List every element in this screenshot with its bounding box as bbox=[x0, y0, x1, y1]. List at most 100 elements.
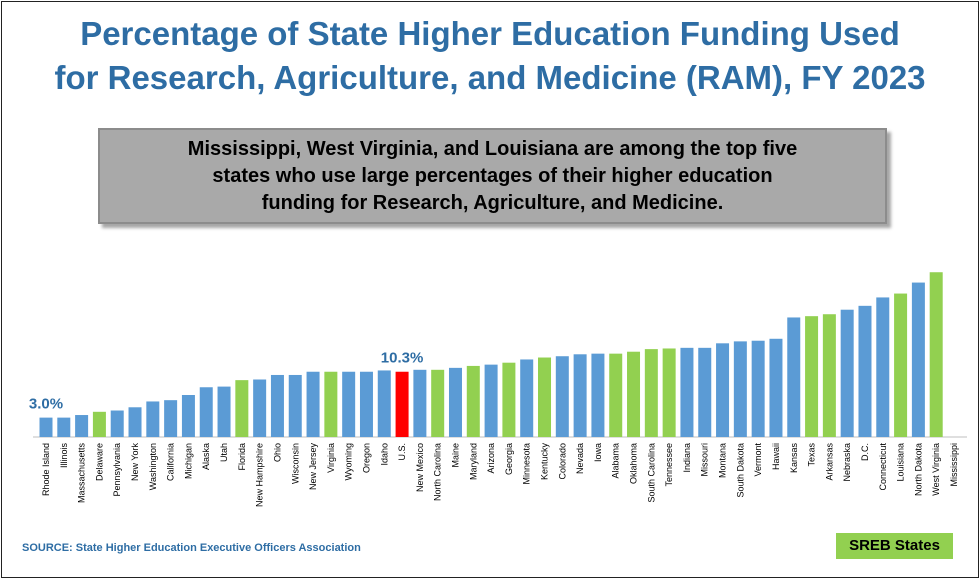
bar-texas bbox=[805, 316, 819, 437]
bar-maryland bbox=[466, 365, 480, 437]
x-tick-label: Massachusetts bbox=[77, 443, 87, 504]
x-tick-label: North Carolina bbox=[433, 443, 443, 501]
bar-north-carolina bbox=[431, 369, 445, 437]
x-tick-label: Delaware bbox=[94, 443, 104, 481]
bar-kentucky bbox=[538, 357, 552, 437]
x-tick-label: Florida bbox=[237, 443, 247, 471]
x-tick-label: New Hampshire bbox=[255, 443, 265, 507]
x-tick-label: New Jersey bbox=[308, 443, 318, 491]
x-tick-label: Vermont bbox=[753, 443, 763, 477]
bar-indiana bbox=[680, 347, 694, 437]
x-tick-label: Oklahoma bbox=[629, 443, 639, 484]
bar-georgia bbox=[502, 362, 516, 437]
bar-alaska bbox=[199, 387, 213, 437]
bar-west-virginia bbox=[929, 272, 943, 437]
bar-utah bbox=[217, 386, 231, 437]
bar-illinois bbox=[57, 417, 71, 437]
bar-delaware bbox=[92, 411, 106, 437]
bar-rhode-island bbox=[39, 417, 53, 437]
x-tick-label: Illinois bbox=[59, 443, 69, 469]
x-tick-label: Hawaii bbox=[771, 443, 781, 470]
bar-new-jersey bbox=[306, 371, 320, 437]
x-tick-label: Michigan bbox=[183, 443, 193, 479]
x-tick-label: Louisiana bbox=[896, 443, 906, 482]
x-tick-label: Tennessee bbox=[664, 443, 674, 487]
x-tick-label: Pennsylvania bbox=[112, 443, 122, 497]
bar-pennsylvania bbox=[110, 410, 124, 437]
x-tick-label: Alaska bbox=[201, 443, 211, 470]
x-tick-label: West Virginia bbox=[931, 443, 941, 496]
bar-nebraska bbox=[840, 309, 854, 437]
x-tick-label: Rhode Island bbox=[41, 443, 51, 496]
x-tick-label: South Dakota bbox=[735, 443, 745, 498]
data-label: 10.3% bbox=[381, 350, 424, 367]
bar-tennessee bbox=[662, 348, 676, 437]
bar-d-c- bbox=[858, 305, 872, 437]
bar-california bbox=[164, 400, 178, 437]
bar-arkansas bbox=[822, 314, 836, 437]
x-tick-label: Mississippi bbox=[949, 443, 959, 487]
x-tick-label: Iowa bbox=[593, 443, 603, 462]
x-tick-label: Montana bbox=[718, 443, 728, 478]
x-tick-label: North Dakota bbox=[913, 443, 923, 496]
data-label: 3.0% bbox=[29, 396, 63, 413]
x-tick-label: Maryland bbox=[468, 443, 478, 480]
data-label: 25.5% bbox=[933, 0, 976, 4]
bar-north-dakota bbox=[911, 282, 925, 437]
bar-new-york bbox=[128, 407, 142, 437]
bar-vermont bbox=[751, 340, 765, 437]
x-tick-label: Kentucky bbox=[540, 443, 550, 481]
x-tick-label: New York bbox=[130, 443, 140, 482]
x-tick-label: California bbox=[166, 443, 176, 481]
legend-sreb-states: SREB States bbox=[836, 533, 953, 559]
source-note: SOURCE: State Higher Education Executive… bbox=[22, 542, 361, 554]
bar-south-dakota bbox=[733, 341, 747, 437]
bar-wisconsin bbox=[288, 374, 302, 437]
bar-ohio bbox=[270, 374, 284, 437]
bar-connecticut bbox=[876, 297, 890, 437]
bar-virginia bbox=[324, 371, 338, 437]
callout-line-3: funding for Research, Agriculture, and M… bbox=[261, 191, 724, 214]
callout-line-1: Mississippi, West Virginia, and Louisian… bbox=[187, 137, 798, 160]
x-tick-label: Connecticut bbox=[878, 443, 888, 491]
x-tick-label: Idaho bbox=[379, 443, 389, 466]
x-tick-label: Nebraska bbox=[842, 443, 852, 482]
bar-south-carolina bbox=[644, 349, 658, 437]
bar-hawaii bbox=[769, 338, 783, 437]
bar-u-s- bbox=[395, 371, 409, 437]
x-tick-label: Virginia bbox=[326, 443, 336, 473]
bar-michigan bbox=[181, 395, 195, 437]
bar-florida bbox=[235, 380, 249, 437]
bar-missouri bbox=[698, 347, 712, 437]
bar-louisiana bbox=[894, 293, 908, 437]
x-tick-label: Kansas bbox=[789, 443, 799, 474]
x-tick-label: Texas bbox=[807, 443, 817, 467]
x-tick-label: Wisconsin bbox=[290, 443, 300, 484]
bar-iowa bbox=[591, 353, 605, 437]
x-tick-label: Arizona bbox=[486, 443, 496, 474]
chart-title: Percentage of State Higher Education Fun… bbox=[0, 12, 980, 100]
bar-massachusetts bbox=[75, 415, 89, 437]
bar-colorado bbox=[555, 356, 569, 437]
x-tick-label: New Mexico bbox=[415, 443, 425, 492]
x-tick-label: D.C. bbox=[860, 443, 870, 461]
x-tick-label: Oregon bbox=[361, 443, 371, 473]
x-tick-label: South Carolina bbox=[646, 443, 656, 503]
x-tick-label: Wyoming bbox=[344, 443, 354, 480]
bar-idaho bbox=[377, 370, 391, 437]
bar-wyoming bbox=[342, 371, 356, 437]
x-tick-label: U.S. bbox=[397, 443, 407, 461]
x-tick-label: Missouri bbox=[700, 443, 710, 477]
x-tick-label: Washington bbox=[148, 443, 158, 490]
x-tick-label: Minnesota bbox=[522, 443, 532, 485]
bar-nevada bbox=[573, 354, 587, 437]
bar-alabama bbox=[609, 353, 623, 437]
bar-montana bbox=[716, 343, 730, 437]
title-line-2: for Research, Agriculture, and Medicine … bbox=[54, 59, 926, 96]
bar-oklahoma bbox=[627, 351, 641, 437]
bar-minnesota bbox=[520, 359, 534, 437]
callout-line-2: states who use large percentages of thei… bbox=[212, 164, 773, 187]
bar-new-mexico bbox=[413, 369, 427, 437]
